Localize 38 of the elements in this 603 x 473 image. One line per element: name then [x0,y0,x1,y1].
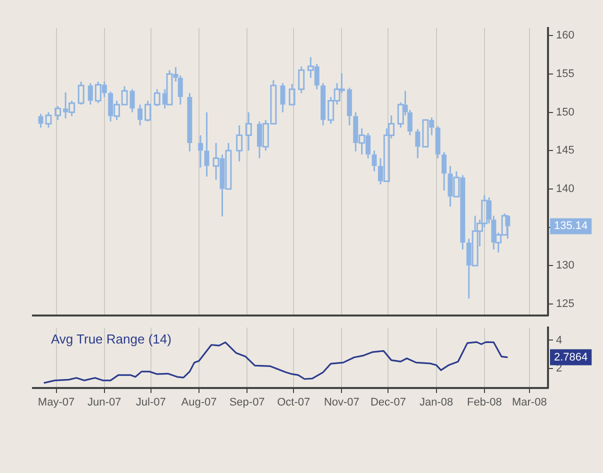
candlestick [505,214,510,240]
candlestick [198,134,204,168]
y-tick-label: 4 [556,334,562,346]
candlestick [415,128,420,160]
y-tick-label: 155 [556,68,574,80]
x-tick-label: Jun-07 [88,396,122,409]
x-tick-label: Jul-07 [136,396,166,409]
x-tick-label: Nov-07 [324,396,360,409]
x-tick-label: May-07 [38,396,75,409]
y-tick-label: 125 [556,298,574,310]
candlestick [236,124,243,162]
text: 135.14 [554,220,588,232]
candlestick [435,125,440,160]
candlestick [245,112,252,152]
candlestick [280,82,286,114]
y-tick-label: 150 [556,106,574,118]
x-tick-label: Sep-07 [229,396,265,409]
x-tick-label: Oct-07 [277,396,310,409]
candlestick [88,82,93,106]
x-tick-label: Dec-07 [370,396,406,409]
text: Avg True Range (14) [51,332,172,347]
y-tick-label: 145 [556,144,574,157]
candlestick [187,92,192,152]
candlestick [346,87,352,126]
x-tick-label: Feb-08 [466,396,502,409]
x-tick-label: Mar-08 [512,396,547,409]
text: 2.7864 [554,351,588,364]
candlestick [204,112,210,178]
x-tick-label: Aug-07 [181,396,217,409]
x-tick-label: Jan-08 [419,396,454,409]
candlestick [320,82,326,126]
candlestick [130,88,135,114]
y-tick-label: 160 [556,30,574,42]
candlestick [138,104,143,126]
y-tick-label: 140 [556,182,574,195]
y-tick-label: 130 [556,260,574,272]
candlestick [442,151,447,192]
candlestick [372,150,377,172]
